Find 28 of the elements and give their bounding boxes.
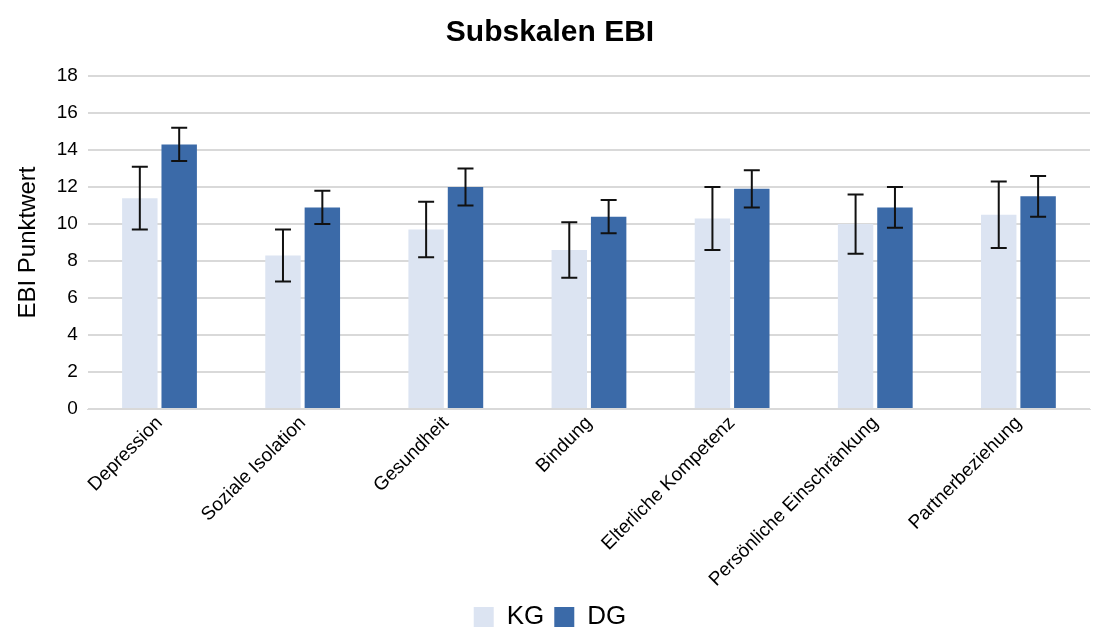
chart-title: Subskalen EBI bbox=[445, 14, 655, 48]
y-tick-label: 14 bbox=[56, 138, 79, 160]
bar bbox=[1020, 196, 1056, 409]
y-tick-label: 12 bbox=[56, 175, 78, 197]
legend-label: DG bbox=[587, 600, 627, 631]
bar bbox=[590, 216, 627, 409]
y-tick-label: 8 bbox=[67, 249, 78, 271]
y-tick-label: 16 bbox=[56, 101, 78, 123]
y-axis-title: EBI Punktwert bbox=[13, 166, 41, 319]
bar bbox=[734, 188, 770, 409]
bar bbox=[877, 207, 913, 409]
bar bbox=[981, 214, 1017, 409]
bar bbox=[122, 198, 158, 409]
y-tick-label: 6 bbox=[67, 286, 78, 308]
legend-label: KG bbox=[506, 600, 545, 631]
y-tick-label: 0 bbox=[67, 397, 78, 419]
y-tick-label: 4 bbox=[67, 323, 79, 345]
y-tick-label: 18 bbox=[56, 64, 78, 86]
y-tick-label: 2 bbox=[67, 360, 78, 382]
bar bbox=[161, 144, 197, 409]
y-tick-label: 10 bbox=[56, 212, 78, 234]
bar bbox=[837, 224, 874, 409]
bar bbox=[447, 187, 484, 409]
bar bbox=[408, 229, 444, 409]
bar bbox=[304, 207, 341, 409]
bar bbox=[551, 249, 587, 409]
bar bbox=[694, 218, 731, 409]
bar bbox=[265, 255, 301, 409]
